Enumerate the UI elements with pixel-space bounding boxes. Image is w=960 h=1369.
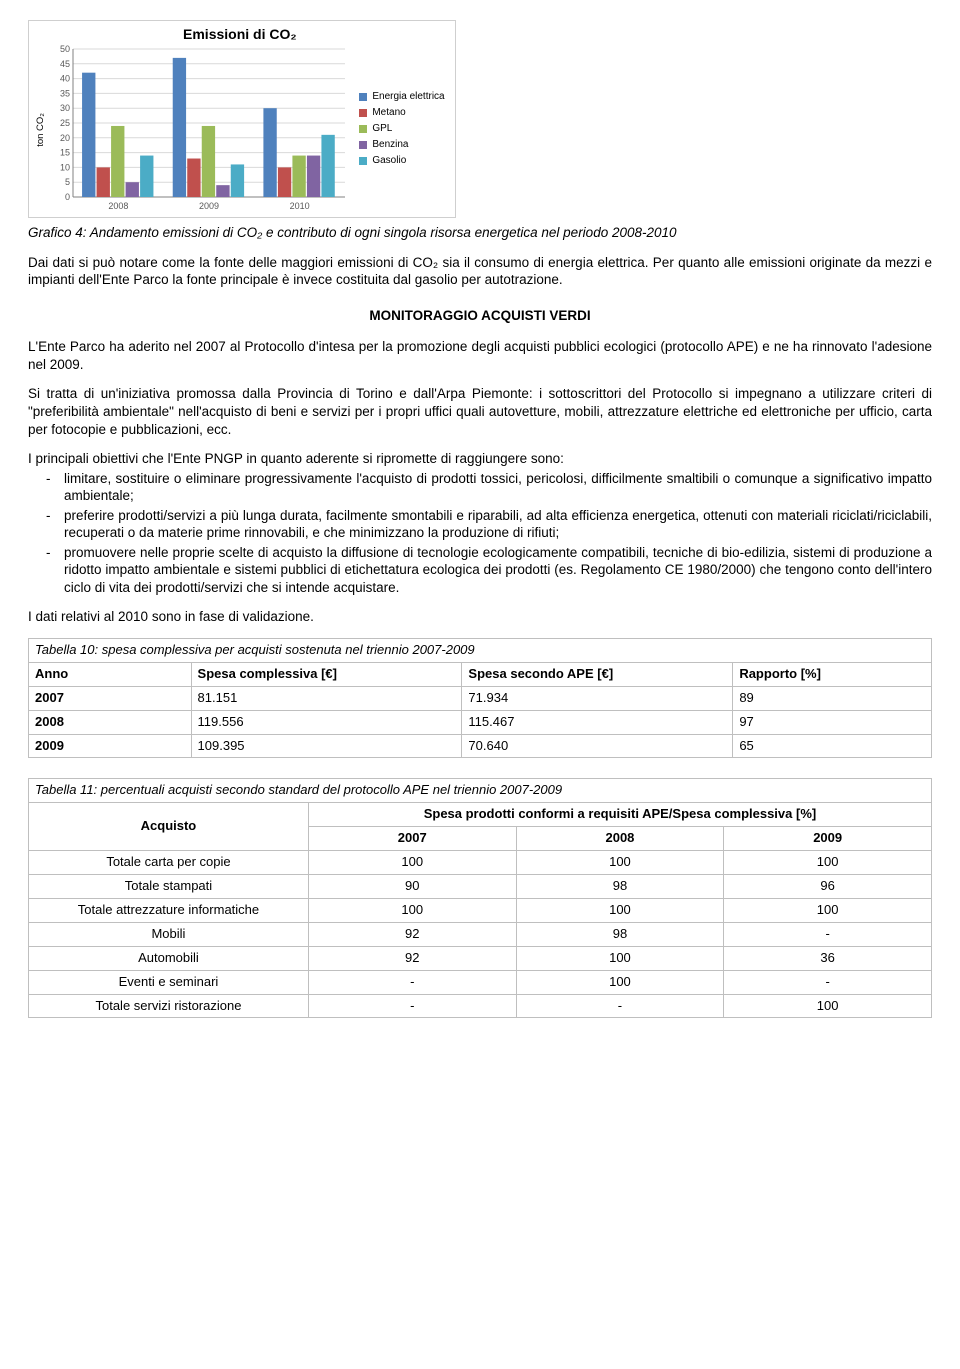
table11-title: Tabella 11: percentuali acquisti secondo… bbox=[29, 779, 932, 803]
legend-label: Gasolio bbox=[372, 154, 406, 167]
table11-cell: - bbox=[308, 994, 516, 1018]
table11-cell: 100 bbox=[516, 898, 724, 922]
validation-note: I dati relativi al 2010 sono in fase di … bbox=[28, 608, 932, 626]
objectives-lead: I principali obiettivi che l'Ente PNGP i… bbox=[28, 450, 932, 468]
table11-cell: - bbox=[516, 994, 724, 1018]
table11-cell: - bbox=[308, 970, 516, 994]
table11-group-header: Spesa prodotti conformi a requisiti APE/… bbox=[308, 803, 931, 827]
table-11: Tabella 11: percentuali acquisti secondo… bbox=[28, 778, 932, 1018]
legend-swatch bbox=[359, 93, 367, 101]
table10-cell: 65 bbox=[733, 734, 932, 758]
table11-cell: 100 bbox=[724, 898, 932, 922]
legend-swatch bbox=[359, 109, 367, 117]
table11-cell: 92 bbox=[308, 922, 516, 946]
svg-text:2009: 2009 bbox=[199, 201, 219, 211]
table11-cell: 100 bbox=[308, 851, 516, 875]
table11-cell: 98 bbox=[516, 875, 724, 899]
table11-cell: Mobili bbox=[29, 922, 309, 946]
section-title: MONITORAGGIO ACQUISTI VERDI bbox=[28, 307, 932, 325]
legend-item: Gasolio bbox=[359, 154, 444, 167]
table11-cell: - bbox=[724, 970, 932, 994]
svg-text:40: 40 bbox=[60, 74, 70, 84]
table11-cell: Automobili bbox=[29, 946, 309, 970]
table11-cell: Eventi e seminari bbox=[29, 970, 309, 994]
svg-text:20: 20 bbox=[60, 133, 70, 143]
legend-label: Metano bbox=[372, 106, 405, 119]
chart-title: Emissioni di CO₂ bbox=[35, 25, 445, 43]
table11-cell: 100 bbox=[516, 851, 724, 875]
table11-cell: 96 bbox=[724, 875, 932, 899]
table-10: Tabella 10: spesa complessiva per acquis… bbox=[28, 638, 932, 758]
objective-item: preferire prodotti/servizi a più lunga d… bbox=[64, 507, 932, 542]
legend-label: Energia elettrica bbox=[372, 90, 444, 103]
table10-header-cell: Rapporto [%] bbox=[733, 662, 932, 686]
table10-cell: 97 bbox=[733, 710, 932, 734]
table11-cell: 90 bbox=[308, 875, 516, 899]
legend-swatch bbox=[359, 141, 367, 149]
table10-title: Tabella 10: spesa complessiva per acquis… bbox=[29, 639, 932, 663]
svg-text:25: 25 bbox=[60, 118, 70, 128]
table10-cell: 115.467 bbox=[462, 710, 733, 734]
table11-cell: 100 bbox=[724, 994, 932, 1018]
chart-legend: Energia elettrica Metano GPL Benzina Gasolio bbox=[359, 90, 444, 170]
svg-text:15: 15 bbox=[60, 148, 70, 158]
table11-cell: 92 bbox=[308, 946, 516, 970]
table11-acquisto-header: Acquisto bbox=[29, 803, 309, 851]
svg-text:5: 5 bbox=[65, 177, 70, 187]
legend-swatch bbox=[359, 157, 367, 165]
table11-cell: Totale servizi ristorazione bbox=[29, 994, 309, 1018]
legend-item: Metano bbox=[359, 106, 444, 119]
table10-cell: 2007 bbox=[29, 686, 192, 710]
table11-cell: 100 bbox=[308, 898, 516, 922]
table10-header-cell: Anno bbox=[29, 662, 192, 686]
legend-item: Benzina bbox=[359, 138, 444, 151]
paragraph-1: L'Ente Parco ha aderito nel 2007 al Prot… bbox=[28, 338, 932, 373]
table10-cell: 81.151 bbox=[191, 686, 462, 710]
table11-cell: 100 bbox=[516, 946, 724, 970]
intro-paragraph: Dai dati si può notare come la fonte del… bbox=[28, 254, 932, 289]
table11-cell: Totale carta per copie bbox=[29, 851, 309, 875]
table10-cell: 2008 bbox=[29, 710, 192, 734]
co2-chart: Emissioni di CO₂ ton CO₂ 0 5 10 15 20 25 30 35 4… bbox=[28, 20, 456, 218]
svg-text:10: 10 bbox=[60, 163, 70, 173]
table11-cell: 100 bbox=[516, 970, 724, 994]
objective-item: limitare, sostituire o eliminare progres… bbox=[64, 470, 932, 505]
svg-text:30: 30 bbox=[60, 103, 70, 113]
svg-text:35: 35 bbox=[60, 89, 70, 99]
table10-cell: 109.395 bbox=[191, 734, 462, 758]
svg-text:0: 0 bbox=[65, 192, 70, 202]
svg-text:45: 45 bbox=[60, 59, 70, 69]
table11-cell: - bbox=[724, 922, 932, 946]
table10-header-cell: Spesa complessiva [€] bbox=[191, 662, 462, 686]
table10-cell: 70.640 bbox=[462, 734, 733, 758]
table11-year-header: 2009 bbox=[724, 827, 932, 851]
table11-cell: Totale stampati bbox=[29, 875, 309, 899]
chart-ylabel: ton CO₂ bbox=[35, 113, 47, 147]
legend-item: GPL bbox=[359, 122, 444, 135]
table11-year-header: 2007 bbox=[308, 827, 516, 851]
table11-cell: 36 bbox=[724, 946, 932, 970]
legend-item: Energia elettrica bbox=[359, 90, 444, 103]
table10-cell: 71.934 bbox=[462, 686, 733, 710]
legend-swatch bbox=[359, 125, 367, 133]
table11-cell: 98 bbox=[516, 922, 724, 946]
legend-label: Benzina bbox=[372, 138, 408, 151]
table10-cell: 119.556 bbox=[191, 710, 462, 734]
paragraph-2: Si tratta di un'iniziativa promossa dall… bbox=[28, 385, 932, 438]
table10-cell: 89 bbox=[733, 686, 932, 710]
svg-text:50: 50 bbox=[60, 45, 70, 54]
table10-header-cell: Spesa secondo APE [€] bbox=[462, 662, 733, 686]
svg-text:2008: 2008 bbox=[109, 201, 129, 211]
chart-caption: Grafico 4: Andamento emissioni di CO₂ e … bbox=[28, 224, 932, 242]
objective-item: promuovere nelle proprie scelte di acqui… bbox=[64, 544, 932, 597]
svg-text:2010: 2010 bbox=[290, 201, 310, 211]
objectives-list: limitare, sostituire o eliminare progres… bbox=[28, 470, 932, 597]
chart-svg: 0 5 10 15 20 25 30 35 40 45 50 2008 2009 2010 bbox=[49, 45, 349, 215]
legend-label: GPL bbox=[372, 122, 392, 135]
table11-year-header: 2008 bbox=[516, 827, 724, 851]
table10-cell: 2009 bbox=[29, 734, 192, 758]
table11-cell: 100 bbox=[724, 851, 932, 875]
table11-cell: Totale attrezzature informatiche bbox=[29, 898, 309, 922]
